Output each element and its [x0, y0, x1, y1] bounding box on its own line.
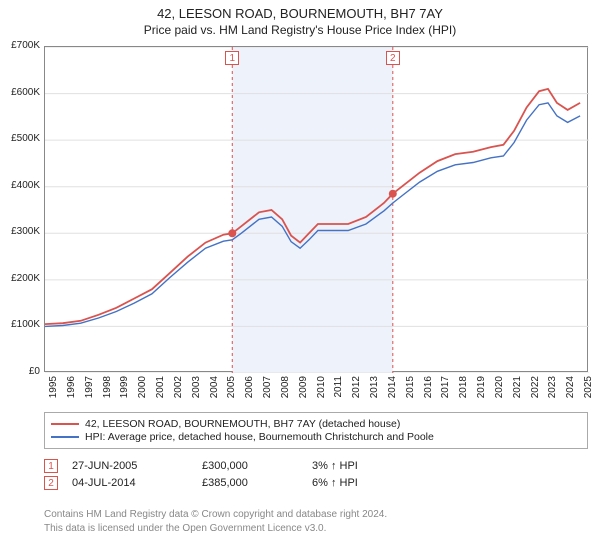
- footer-line: This data is licensed under the Open Gov…: [44, 522, 387, 536]
- chart-marker-label: 1: [225, 51, 239, 65]
- x-tick-label: 1995: [48, 376, 59, 406]
- marker-price: £300,000: [202, 460, 312, 472]
- x-tick-label: 2006: [244, 376, 255, 406]
- marker-delta: 6% ↑ HPI: [312, 477, 392, 489]
- x-tick-label: 2022: [530, 376, 541, 406]
- x-tick-label: 2016: [423, 376, 434, 406]
- x-tick-label: 2019: [476, 376, 487, 406]
- x-tick-label: 1997: [84, 376, 95, 406]
- x-tick-label: 2009: [298, 376, 309, 406]
- footer-line: Contains HM Land Registry data © Crown c…: [44, 508, 387, 522]
- x-tick-label: 2018: [458, 376, 469, 406]
- x-tick-label: 2013: [369, 376, 380, 406]
- x-tick-label: 1999: [119, 376, 130, 406]
- legend-swatch: [51, 436, 79, 438]
- marker-row: 2 04-JUL-2014 £385,000 6% ↑ HPI: [44, 476, 392, 490]
- y-tick-label: £500K: [0, 133, 40, 144]
- x-tick-label: 1996: [66, 376, 77, 406]
- x-tick-label: 2010: [316, 376, 327, 406]
- y-tick-label: £200K: [0, 273, 40, 284]
- footer: Contains HM Land Registry data © Crown c…: [44, 508, 387, 535]
- x-tick-label: 2000: [137, 376, 148, 406]
- legend-label: 42, LEESON ROAD, BOURNEMOUTH, BH7 7AY (d…: [85, 418, 400, 430]
- x-tick-label: 2015: [405, 376, 416, 406]
- chart-marker-label: 2: [386, 51, 400, 65]
- marker-number-box: 2: [44, 476, 58, 490]
- x-tick-label: 2011: [333, 376, 344, 406]
- y-tick-label: £300K: [0, 226, 40, 237]
- legend-swatch: [51, 423, 79, 425]
- x-tick-label: 2025: [583, 376, 594, 406]
- y-tick-label: £400K: [0, 180, 40, 191]
- x-tick-label: 2023: [547, 376, 558, 406]
- y-tick-label: £700K: [0, 40, 40, 51]
- legend-item: 42, LEESON ROAD, BOURNEMOUTH, BH7 7AY (d…: [51, 418, 581, 430]
- x-tick-label: 2008: [280, 376, 291, 406]
- marker-delta: 3% ↑ HPI: [312, 460, 392, 472]
- legend-item: HPI: Average price, detached house, Bour…: [51, 431, 581, 443]
- chart-container: 42, LEESON ROAD, BOURNEMOUTH, BH7 7AY Pr…: [0, 0, 600, 560]
- x-tick-label: 2024: [565, 376, 576, 406]
- x-tick-label: 2002: [173, 376, 184, 406]
- x-tick-label: 2014: [387, 376, 398, 406]
- marker-table: 1 27-JUN-2005 £300,000 3% ↑ HPI 2 04-JUL…: [44, 456, 392, 493]
- x-tick-label: 2012: [351, 376, 362, 406]
- y-tick-label: £100K: [0, 319, 40, 330]
- plot-area: 12: [44, 46, 588, 372]
- marker-number-box: 1: [44, 459, 58, 473]
- x-tick-label: 2017: [440, 376, 451, 406]
- y-tick-label: £0: [0, 366, 40, 377]
- x-tick-label: 2004: [209, 376, 220, 406]
- y-tick-label: £600K: [0, 87, 40, 98]
- x-tick-label: 2021: [512, 376, 523, 406]
- chart-subtitle: Price paid vs. HM Land Registry's House …: [0, 23, 600, 37]
- legend: 42, LEESON ROAD, BOURNEMOUTH, BH7 7AY (d…: [44, 412, 588, 449]
- x-tick-label: 2005: [226, 376, 237, 406]
- x-tick-label: 1998: [102, 376, 113, 406]
- marker-date: 27-JUN-2005: [72, 460, 202, 472]
- x-tick-label: 2020: [494, 376, 505, 406]
- x-tick-label: 2001: [155, 376, 166, 406]
- marker-date: 04-JUL-2014: [72, 477, 202, 489]
- x-tick-label: 2007: [262, 376, 273, 406]
- chart-title: 42, LEESON ROAD, BOURNEMOUTH, BH7 7AY: [0, 6, 600, 21]
- legend-label: HPI: Average price, detached house, Bour…: [85, 431, 434, 443]
- x-tick-label: 2003: [191, 376, 202, 406]
- marker-row: 1 27-JUN-2005 £300,000 3% ↑ HPI: [44, 459, 392, 473]
- marker-price: £385,000: [202, 477, 312, 489]
- chart-svg: [45, 47, 589, 373]
